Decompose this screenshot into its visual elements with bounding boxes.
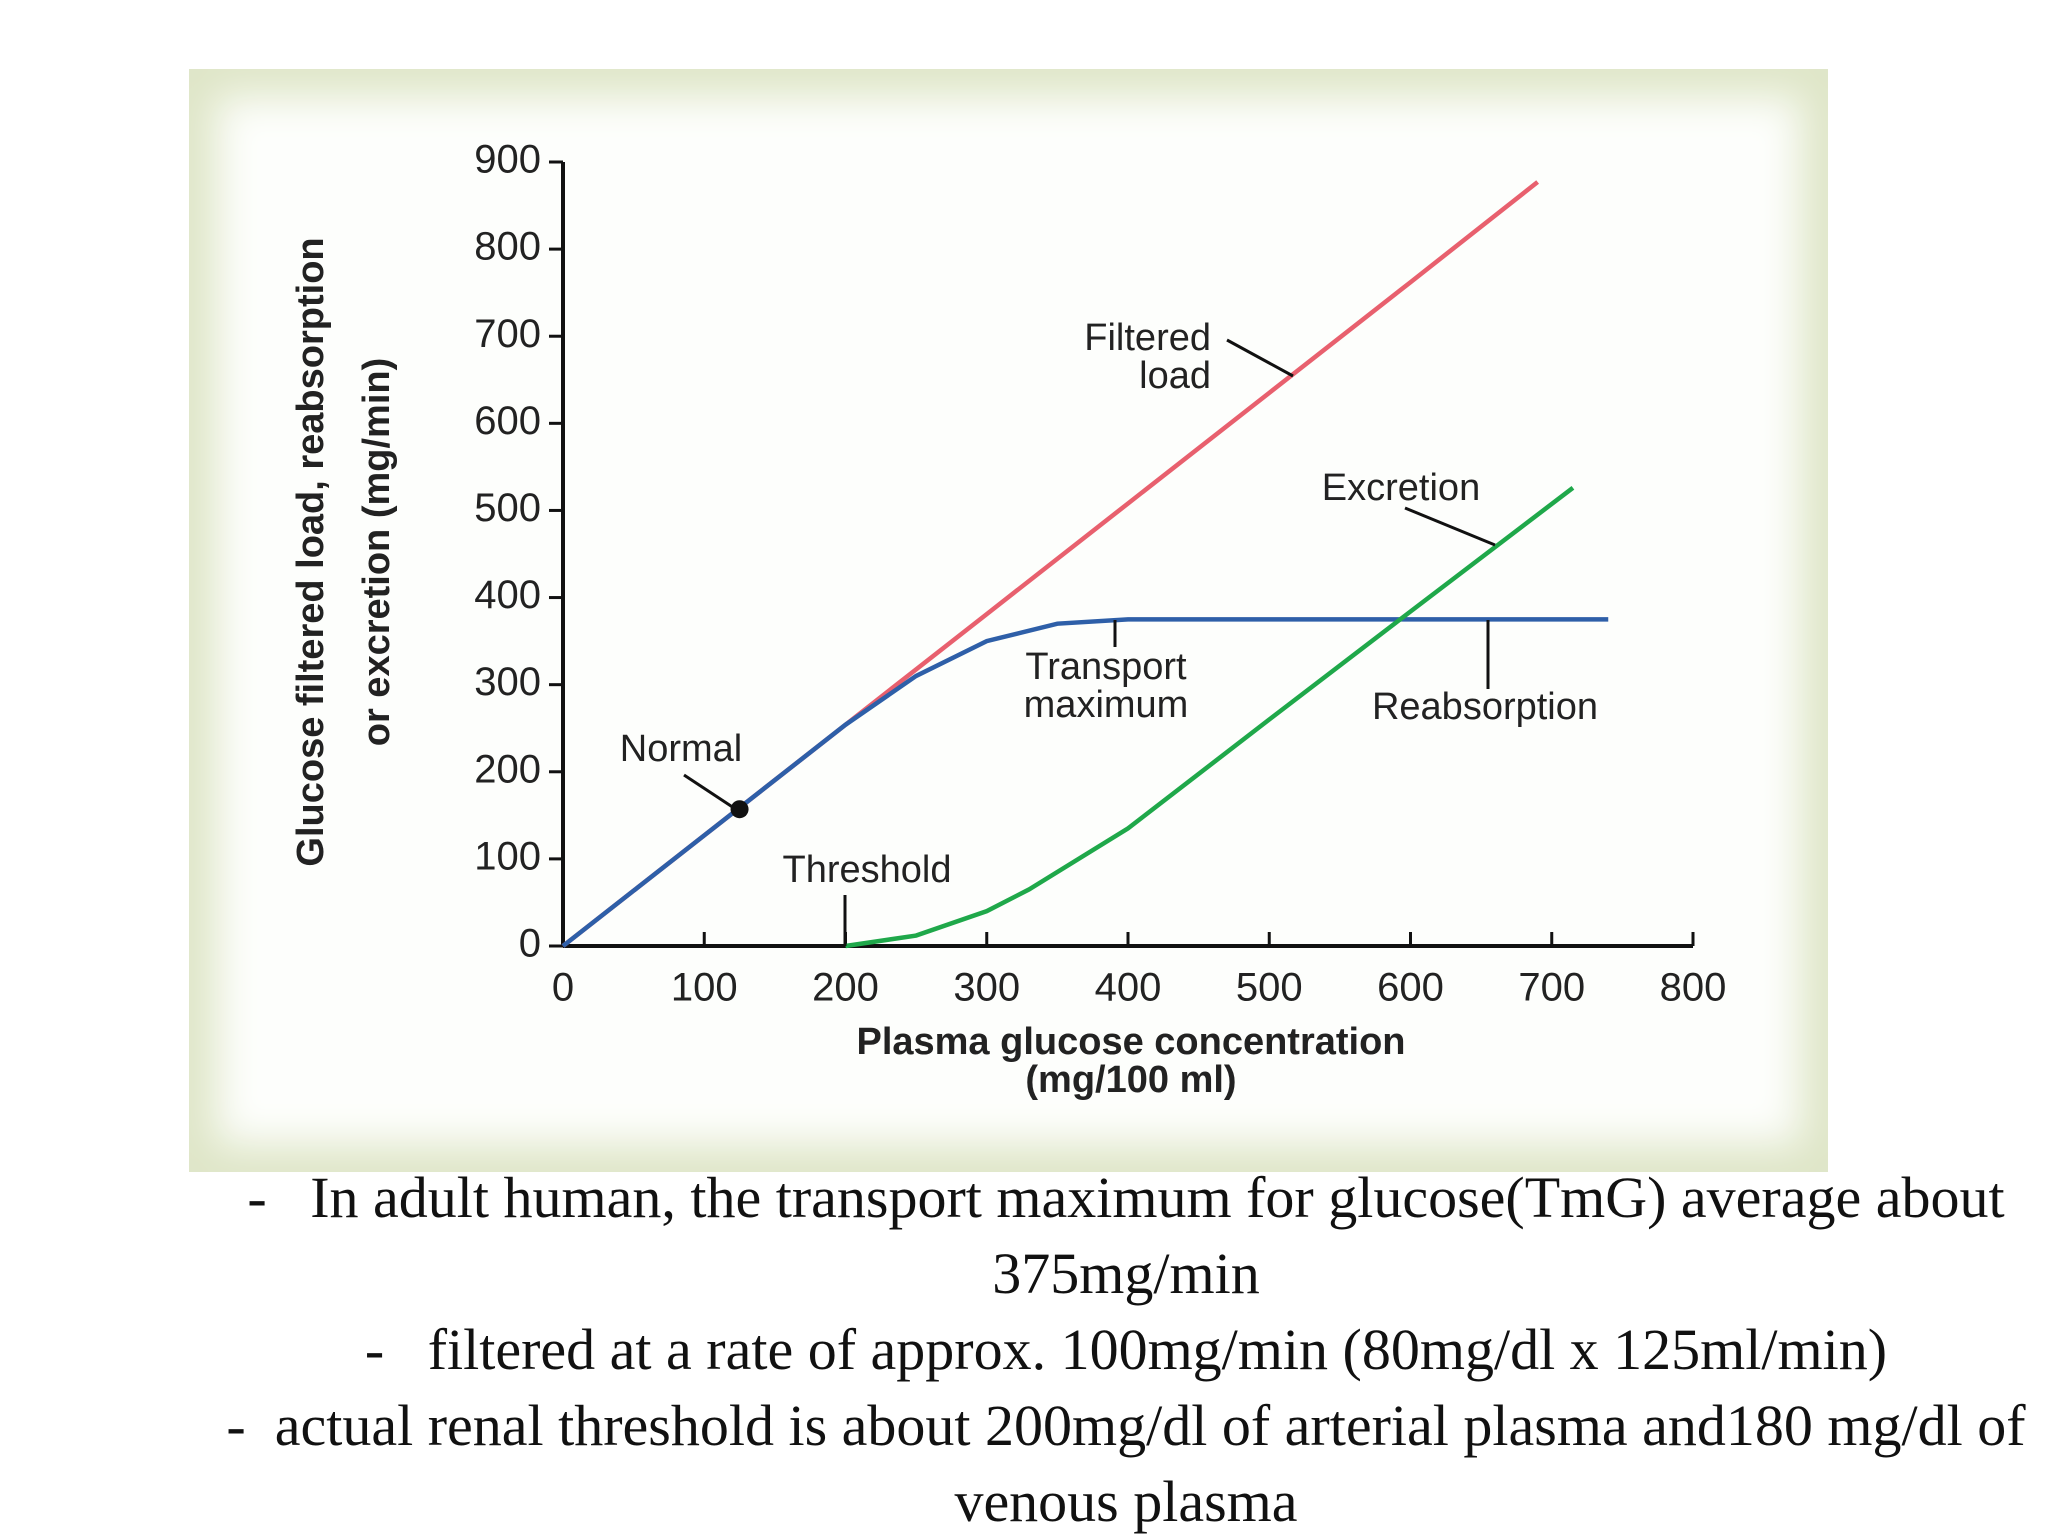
bullet: - actual renal threshold is about 200mg/… — [226, 1393, 2041, 1534]
x-axis-label: Plasma glucose concentration — [856, 1021, 1405, 1063]
y-tick-label: 100 — [474, 834, 541, 878]
annotation: Transport — [1025, 646, 1187, 688]
annotation: Threshold — [783, 849, 952, 891]
y-tick-label: 700 — [474, 312, 541, 356]
leader-line — [1404, 506, 1496, 547]
y-tick-label: 200 — [474, 747, 541, 791]
y-tick-label: 500 — [474, 486, 541, 530]
leader-line — [683, 773, 735, 810]
y-tick-label: 900 — [474, 138, 541, 182]
y-tick-label: 400 — [474, 573, 541, 617]
annotation: Excretion — [1322, 467, 1480, 509]
x-tick-label: 500 — [1236, 966, 1303, 1010]
y-tick-label: 800 — [474, 225, 541, 269]
y-tick-label: 600 — [474, 399, 541, 443]
annotation: load — [1139, 355, 1211, 397]
annotation: Reabsorption — [1372, 686, 1598, 728]
annotation: Filtered — [1084, 317, 1211, 359]
y-axis-label: or excretion (mg/min) — [356, 358, 398, 747]
x-tick-label: 0 — [552, 966, 574, 1010]
bullet: - In adult human, the transport maximum … — [247, 1165, 2020, 1306]
point-marker — [730, 800, 749, 819]
series-line — [845, 486, 1575, 949]
y-tick-label: 0 — [519, 922, 541, 966]
y-tick-label: 300 — [474, 660, 541, 704]
annotation: Normal — [620, 728, 742, 770]
bullet-list: - In adult human, the transport maximum … — [226, 1160, 2026, 1536]
x-axis-label: (mg/100 ml) — [1025, 1059, 1236, 1101]
y-axis-label: Glucose filtered load, reabsorption — [290, 237, 332, 866]
x-tick-label: 100 — [671, 966, 738, 1010]
bullet: - filtered at a rate of approx. 100mg/mi… — [364, 1317, 1888, 1382]
x-tick-label: 700 — [1518, 966, 1585, 1010]
x-tick-label: 300 — [953, 966, 1020, 1010]
x-tick-label: 600 — [1377, 966, 1444, 1010]
annotation: maximum — [1024, 684, 1189, 726]
x-tick-label: 800 — [1660, 966, 1727, 1010]
x-tick-label: 200 — [812, 966, 879, 1010]
x-tick-label: 400 — [1095, 966, 1162, 1010]
leader-line — [1226, 338, 1294, 378]
